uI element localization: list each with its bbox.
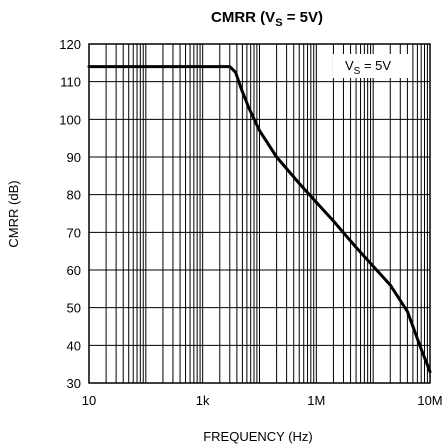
y-tick-label: 110: [60, 75, 81, 90]
legend-label-main: V: [345, 58, 354, 73]
legend-box: [333, 54, 411, 78]
x-tick-label: 1M: [307, 393, 325, 408]
x-tick-label: 1k: [196, 393, 210, 408]
y-tick-label: 60: [67, 263, 81, 278]
chart-title: CMRR (VS = 5V): [211, 9, 323, 29]
x-axis-label: FREQUENCY (Hz): [203, 429, 313, 444]
series-line-cmrr: [87, 65, 432, 374]
y-tick-label: 70: [67, 225, 81, 240]
legend-label-subscript: S: [354, 66, 361, 77]
legend-label: VS = 5V: [345, 58, 391, 77]
y-tick-label: 50: [67, 301, 81, 316]
series-layer: [87, 65, 432, 374]
chart-title-main: CMRR (V: [211, 9, 275, 26]
y-tick-label: 30: [67, 376, 81, 391]
y-tick-label: 120: [59, 37, 81, 52]
chart-title-subscript: S: [275, 17, 282, 29]
y-tick-labels: 30 40 50 60 70 80 90 100 110 120: [59, 37, 81, 391]
chart-title-tail: = 5V): [283, 9, 323, 26]
grid-lines: [88, 43, 430, 384]
legend-label-tail: = 5V: [360, 58, 391, 73]
plot-frame: [88, 43, 431, 384]
x-tick-labels: 10 1k 1M 10M: [82, 393, 443, 408]
y-tick-label: 80: [67, 188, 81, 203]
y-tick-label: 100: [59, 112, 81, 127]
y-tick-label: 40: [67, 338, 81, 353]
x-tick-label: 10: [82, 393, 96, 408]
y-tick-label: 90: [67, 150, 81, 165]
x-tick-label: 10M: [417, 393, 442, 408]
y-axis-label: CMRR (dB): [6, 180, 21, 247]
